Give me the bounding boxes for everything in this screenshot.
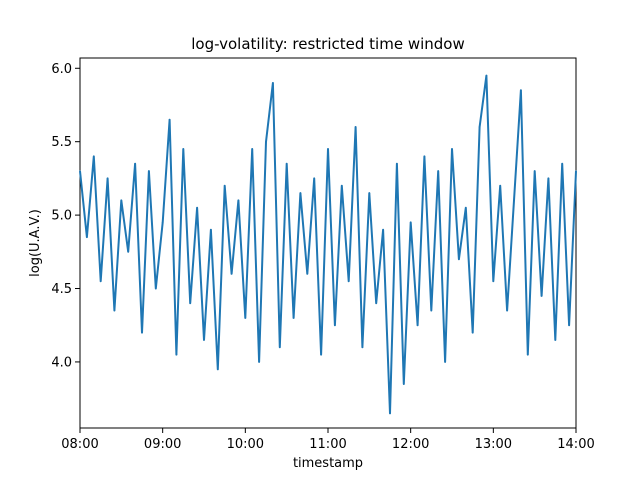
y-axis-label: log(U.A.V.)	[28, 209, 43, 277]
data-point	[416, 324, 419, 327]
y-tick-label: 5.5	[51, 135, 72, 150]
data-point	[402, 383, 405, 385]
data-point	[575, 170, 577, 172]
data-point	[368, 192, 371, 194]
data-point	[292, 317, 295, 319]
data-point	[485, 74, 488, 77]
y-tick-label: 6.0	[51, 62, 72, 77]
data-point	[203, 339, 205, 341]
data-point	[237, 199, 240, 202]
y-axis: 4.0 4.5 5.0 5.5 6.0	[51, 62, 80, 370]
data-point	[168, 118, 171, 121]
data-point	[451, 148, 453, 150]
x-tick-label: 09:00	[144, 437, 181, 452]
data-point	[230, 273, 233, 275]
data-point	[458, 258, 460, 260]
data-point	[471, 331, 474, 334]
data-point	[568, 324, 570, 327]
x-tick-label: 14:00	[557, 437, 594, 452]
data-point	[499, 184, 502, 187]
data-point	[161, 221, 164, 224]
data-point	[396, 162, 398, 165]
y-tick-label: 4.0	[51, 355, 72, 370]
data-point	[278, 346, 281, 349]
data-point	[175, 353, 178, 356]
data-point	[113, 309, 116, 312]
data-point	[361, 346, 364, 349]
data-point	[306, 273, 309, 275]
data-point	[340, 184, 343, 187]
data-point	[520, 89, 522, 92]
data-point	[141, 331, 143, 334]
data-point	[120, 199, 123, 202]
data-point	[464, 206, 467, 209]
data-point	[409, 221, 412, 224]
data-point	[423, 155, 426, 158]
data-point	[492, 280, 495, 282]
data-point	[327, 148, 329, 150]
data-point	[430, 309, 433, 312]
x-tick-label: 11:00	[309, 437, 346, 452]
y-tick-label: 5.0	[51, 209, 72, 224]
x-axis-label: timestamp	[293, 456, 363, 471]
data-point	[258, 361, 260, 363]
data-point	[526, 353, 529, 356]
data-point	[223, 184, 226, 187]
data-point	[86, 236, 88, 238]
data-point	[127, 251, 130, 253]
data-point	[478, 126, 481, 128]
data-point	[272, 82, 274, 84]
data-point	[347, 280, 350, 282]
data-point	[216, 368, 219, 371]
x-tick-label: 12:00	[392, 437, 429, 452]
data-point	[437, 170, 440, 172]
data-point	[265, 140, 267, 143]
x-tick-label: 10:00	[227, 437, 264, 452]
data-point	[182, 148, 185, 150]
data-point	[189, 302, 192, 304]
data-point	[285, 162, 288, 165]
data-point	[540, 295, 543, 297]
x-axis: 08:00 09:00 10:00 11:00 12:00 13:00 14:00	[61, 428, 595, 452]
data-point	[79, 170, 81, 172]
data-point	[299, 192, 302, 194]
data-point	[251, 148, 254, 150]
data-point	[134, 162, 136, 165]
y-tick-label: 4.5	[51, 282, 72, 297]
data-point	[375, 302, 378, 304]
data-point	[106, 177, 109, 180]
data-point	[547, 177, 550, 180]
data-point	[444, 361, 446, 363]
data-point	[334, 324, 336, 327]
x-tick-label: 08:00	[61, 437, 98, 452]
chart-title: log-volatility: restricted time window	[191, 35, 464, 53]
data-point	[533, 170, 536, 172]
data-point	[389, 412, 391, 415]
data-point	[210, 228, 212, 231]
data-point	[513, 199, 515, 202]
data-point	[320, 353, 322, 356]
data-point	[244, 317, 247, 319]
data-point	[99, 280, 102, 282]
data-point	[196, 206, 198, 209]
data-point	[148, 170, 150, 172]
data-point	[554, 339, 557, 341]
data-point	[92, 155, 95, 158]
data-point	[382, 228, 384, 231]
data-point	[506, 309, 508, 312]
data-point	[354, 126, 357, 128]
series-points	[79, 74, 577, 415]
data-point	[561, 162, 564, 165]
data-point	[313, 177, 316, 180]
x-tick-label: 13:00	[475, 437, 512, 452]
data-point	[154, 287, 157, 290]
